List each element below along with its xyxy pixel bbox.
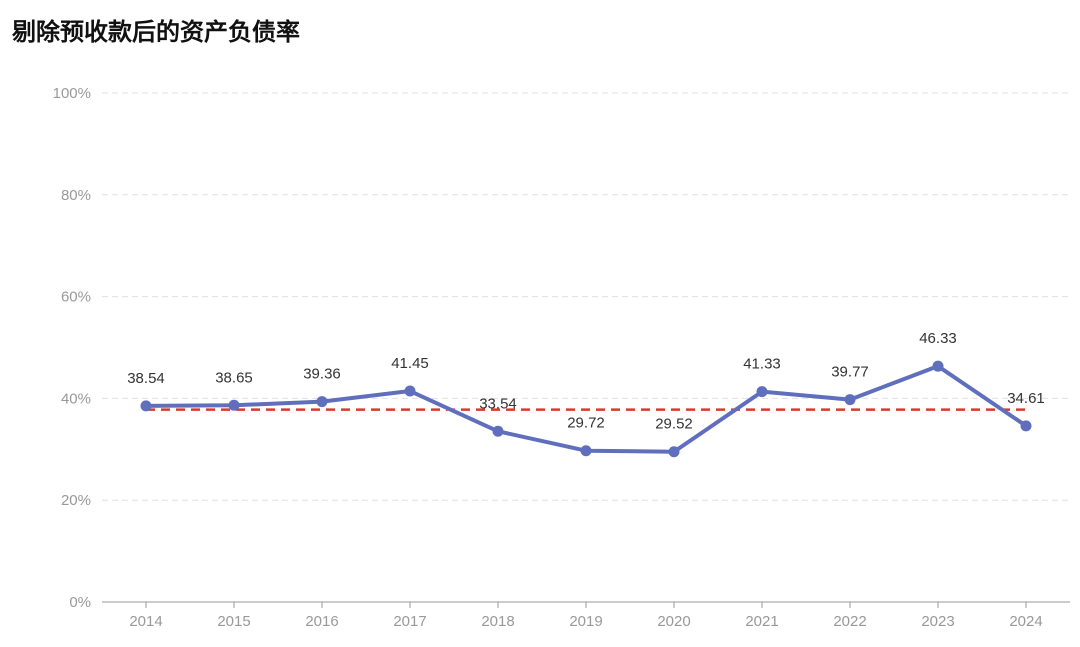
data-point [580,445,592,457]
data-label: 41.45 [391,355,429,372]
grid-lines: 0% 20% 40% 60% 80% 100% [53,85,1070,611]
data-point [492,425,504,437]
data-point [404,385,416,397]
data-point [1020,420,1032,432]
data-point [756,386,768,398]
y-tick-label: 20% [61,492,91,509]
x-tick-label: 2015 [217,613,250,630]
chart-title: 剔除预收款后的资产负债率 [12,18,300,46]
x-tick-label: 2023 [921,613,954,630]
x-tick-label: 2016 [305,613,338,630]
data-point [844,394,856,406]
y-tick-label: 80% [61,187,91,204]
data-label: 29.52 [655,416,693,433]
x-tick-label: 2018 [481,613,514,630]
series-group [140,360,1032,458]
data-label: 29.72 [567,415,605,432]
x-tick-label: 2014 [129,613,162,630]
x-tick-label: 2021 [745,613,778,630]
x-tick-label: 2017 [393,613,426,630]
x-axis: 2014 2015 2016 2017 2018 2019 2020 2021 2022 2023… [102,601,1070,630]
x-tick-label: 2024 [1009,613,1042,630]
data-label: 41.33 [743,356,781,373]
data-point [932,360,944,372]
data-point [668,446,680,458]
data-labels: 38.54 38.65 39.36 41.45 33.54 29.72 29.52 41.33… [127,330,1045,433]
data-point [316,396,328,408]
data-label: 46.33 [919,330,957,347]
data-label: 34.61 [1007,390,1045,407]
x-tick-label: 2020 [657,613,690,630]
data-point [140,400,152,412]
data-label: 38.54 [127,370,165,387]
y-tick-label: 40% [61,390,91,407]
x-tick-label: 2019 [569,613,602,630]
y-tick-label: 0% [69,594,91,611]
data-label: 33.54 [479,395,517,412]
data-label: 39.36 [303,366,341,383]
x-tick-label: 2022 [833,613,866,630]
data-label: 38.65 [215,369,253,386]
y-tick-label: 60% [61,289,91,306]
data-label: 39.77 [831,364,869,381]
y-tick-label: 100% [53,85,91,102]
data-point [228,399,240,411]
